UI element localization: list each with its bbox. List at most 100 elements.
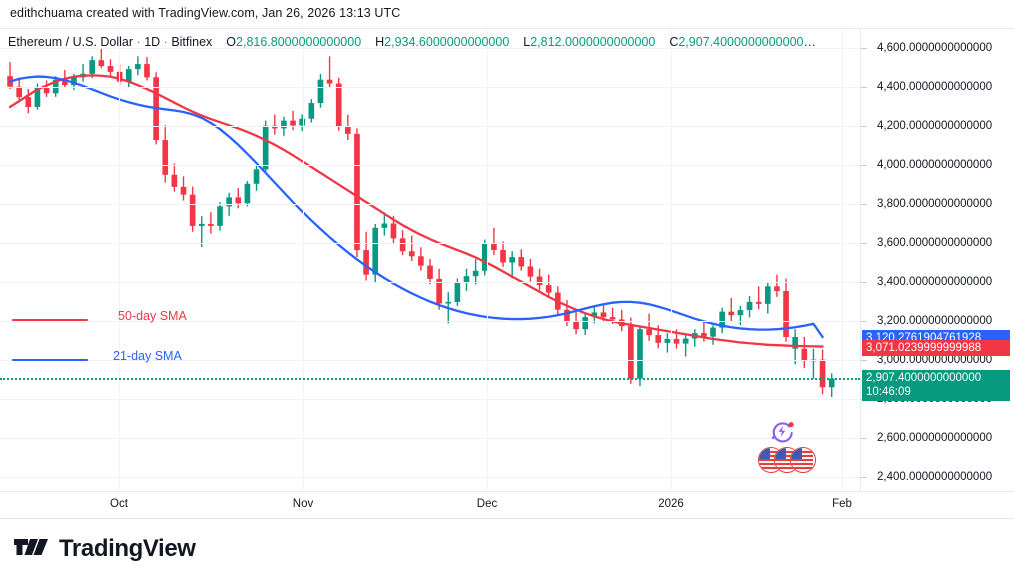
candle-body (381, 223, 388, 228)
candle-body (637, 329, 643, 379)
gridline-horizontal (0, 204, 860, 206)
price-tick (861, 477, 867, 479)
candle-body (628, 326, 634, 379)
gridline-horizontal (0, 321, 860, 323)
chart-frame: 50-day SMA 21-day SMA (0, 28, 1014, 520)
candle-body (61, 79, 68, 86)
candle-body (472, 270, 479, 277)
candle-body (536, 276, 543, 286)
sma-line (8, 75, 824, 339)
gridline-horizontal (0, 48, 860, 50)
last-price-badge: 2,907.4000000000000 10:46:09 (862, 370, 1010, 402)
candle-body (299, 118, 306, 126)
candle-body (98, 60, 105, 67)
candle-body (326, 79, 333, 84)
candle-body (491, 243, 497, 251)
candle-body (135, 64, 141, 70)
candle-body (719, 311, 725, 328)
candle-body (125, 69, 132, 82)
annotation-50-sma-line (12, 319, 88, 321)
candle-body (180, 186, 187, 195)
price-axis-label: 4,000.0000000000000 (877, 159, 993, 172)
price-axis-label: 3,000.0000000000000 (877, 354, 993, 367)
sma-line (8, 74, 824, 348)
candle-body (774, 286, 780, 291)
candle-body (582, 317, 589, 330)
gridline-vertical (487, 29, 488, 491)
candle-body (418, 256, 424, 266)
us-flag-icon[interactable] (790, 447, 816, 473)
candle-body (354, 133, 360, 251)
gridline-vertical (303, 29, 304, 491)
price-axis-label: 3,800.0000000000000 (877, 198, 993, 211)
tradingview-logo-icon (14, 537, 50, 562)
candle-body (783, 290, 789, 337)
candle-body (481, 243, 488, 271)
candle-body (399, 238, 406, 252)
candle-body (34, 87, 41, 107)
candle-body (591, 312, 598, 318)
gridline-vertical (842, 29, 843, 491)
chart-plot-area[interactable]: 50-day SMA 21-day SMA (0, 29, 860, 491)
candle-body (436, 278, 442, 304)
candle-body (25, 97, 32, 107)
gridline-horizontal (0, 399, 860, 401)
candle-body (710, 327, 716, 337)
candle-body (408, 251, 415, 257)
candle-body (244, 183, 251, 204)
price-tick (861, 165, 867, 167)
price-axis[interactable]: 4,600.0000000000000 4,400.0000000000000 4,… (860, 29, 1014, 491)
chart-series-svg (7, 48, 835, 398)
time-axis[interactable]: Oct Nov Dec 2026 Feb (0, 491, 1014, 520)
price-tick (861, 438, 867, 440)
attribution-text: edithchuama created with TradingView.com… (10, 6, 401, 20)
candle-body (664, 338, 671, 343)
price-axis-label: 3,200.0000000000000 (877, 315, 993, 328)
candle-body (290, 120, 296, 126)
candle-body (564, 309, 570, 322)
price-axis-label: 3,400.0000000000000 (877, 276, 993, 289)
price-axis-label: 2,600.0000000000000 (877, 432, 993, 445)
us-flag-icons[interactable] (758, 447, 816, 473)
price-tick (861, 282, 867, 284)
price-tick (861, 48, 867, 50)
annotation-21-day-sma: 21-day SMA (8, 349, 248, 371)
annotation-21-sma-label: 21-day SMA (113, 349, 182, 363)
candle-body (107, 66, 114, 72)
gridline-horizontal (0, 165, 860, 167)
candle-body (226, 197, 232, 207)
candle-body (646, 329, 652, 336)
price-tick (861, 321, 867, 323)
tradingview-branding: TradingView (14, 535, 196, 563)
price-axis-label: 3,600.0000000000000 (877, 237, 993, 250)
candle-body (518, 257, 525, 267)
candle-body (792, 337, 799, 349)
ai-sparkle-lightning-icon[interactable] (768, 419, 796, 447)
candle-body (16, 86, 23, 98)
chart-badges[interactable] (758, 419, 816, 477)
price-tick (861, 87, 867, 89)
candle-body (828, 378, 835, 388)
gridline-horizontal (0, 360, 860, 362)
candle-body (463, 276, 470, 283)
candle-body (363, 250, 369, 275)
gridline-horizontal (0, 282, 860, 284)
gridline-horizontal (0, 438, 860, 440)
annotation-50-day-sma: 50-day SMA (8, 309, 248, 331)
gridline-vertical (671, 29, 672, 491)
candle-body (746, 301, 753, 311)
price-axis-label: 4,600.0000000000000 (877, 42, 993, 55)
time-axis-label: Feb (832, 498, 852, 510)
annotation-21-sma-line (12, 359, 88, 361)
gridline-horizontal (0, 243, 860, 245)
price-axis-label: 2,400.0000000000000 (877, 471, 993, 484)
candle-body (372, 227, 379, 275)
candle-body (171, 174, 178, 187)
last-price-value: 2,907.4000000000000 (866, 372, 982, 385)
price-tick (861, 360, 867, 362)
candle-body (427, 265, 433, 279)
candle-body (509, 257, 515, 263)
time-axis-label: Dec (476, 498, 498, 510)
last-price-time: 10:46:09 (866, 386, 911, 399)
candle-body (281, 120, 287, 129)
